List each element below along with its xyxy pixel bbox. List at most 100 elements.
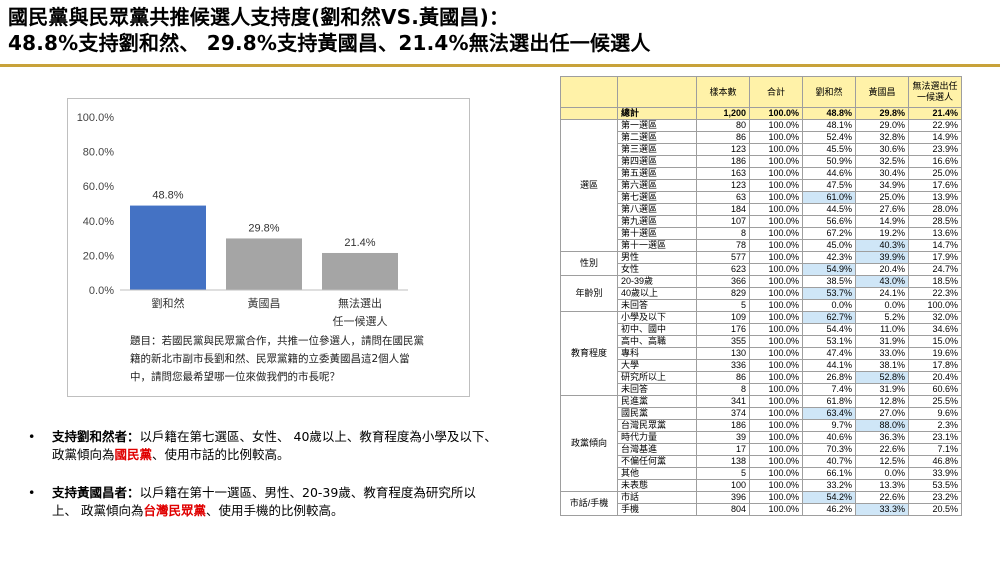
table-cell: 13.6% xyxy=(908,227,962,240)
row-label: 台灣基進 xyxy=(617,443,697,456)
table-cell: 0.0% xyxy=(855,467,909,480)
row-label: 大學 xyxy=(617,359,697,372)
row-label: 未表態 xyxy=(617,479,697,492)
table-cell: 100.0% xyxy=(749,383,803,396)
table-row: 第十一選區 78 100.0% 45.0% 40.3% 14.7% xyxy=(561,239,962,252)
y-tick-label: 100.0% xyxy=(77,112,115,124)
table-cell: 30.6% xyxy=(855,143,909,156)
table-cell: 100.0% xyxy=(749,335,803,348)
x-tick-label: 無法選出 xyxy=(338,296,382,310)
party-highlight: 國民黨 xyxy=(114,447,153,462)
table-cell: 27.0% xyxy=(855,407,909,420)
table-cell: 9.7% xyxy=(802,419,856,432)
row-label: 國民黨 xyxy=(617,407,697,420)
data-label: 48.8% xyxy=(152,190,183,202)
table-cell: 20.4% xyxy=(908,371,962,384)
table-cell: 46.8% xyxy=(908,455,962,468)
table-cell: 100.0% xyxy=(749,263,803,276)
table-cell: 100.0% xyxy=(749,491,803,504)
table-cell: 100.0% xyxy=(749,431,803,444)
table-cell: 100 xyxy=(696,479,750,492)
row-label: 20-39歲 xyxy=(617,275,697,288)
table-cell: 54.2% xyxy=(802,491,856,504)
table-cell: 374 xyxy=(696,407,750,420)
table-cell: 61.8% xyxy=(802,395,856,408)
table-cell: 52.4% xyxy=(802,131,856,144)
table-cell: 44.6% xyxy=(802,167,856,180)
table-cell: 163 xyxy=(696,167,750,180)
table-cell: 100.0% xyxy=(749,419,803,432)
x-tick-label: 任一候選人 xyxy=(333,314,388,328)
table-cell: 355 xyxy=(696,335,750,348)
table-cell: 34.6% xyxy=(908,323,962,336)
table-cell: 138 xyxy=(696,455,750,468)
table-cell: 100.0% xyxy=(749,239,803,252)
table-cell: 17.8% xyxy=(908,359,962,372)
table-row: 不偏任何黨 138 100.0% 40.7% 12.5% 46.8% xyxy=(561,455,962,468)
table-cell: 100.0% xyxy=(749,311,803,324)
title-line-2: 48.8%支持劉和然、 29.8%支持黃國昌、21.4%無法選出任一候選人 xyxy=(8,31,651,55)
chart-panel: 0.0% 20.0% 40.0% 60.0% 80.0% 100.0% 48.8% 劉和然 29… xyxy=(67,98,470,397)
table-cell: 63 xyxy=(696,191,750,204)
table-cell: 22.6% xyxy=(855,491,909,504)
table-row: 性別 男性 577 100.0% 42.3% 39.9% 17.9% xyxy=(560,251,962,276)
title-line-1: 國民黨與民眾黨共推候選人支持度(劉和然VS.黃國昌)： xyxy=(8,5,510,29)
bullet-dot: • xyxy=(28,429,36,444)
finding-lead: 支持劉和然者： xyxy=(52,429,140,444)
row-label: 40歲以上 xyxy=(617,287,697,300)
y-tick-label: 20.0% xyxy=(83,250,114,262)
table-cell: 86 xyxy=(696,131,750,144)
table-cell: 33.0% xyxy=(855,347,909,360)
table-row: 第四選區 186 100.0% 50.9% 32.5% 16.6% xyxy=(561,155,962,168)
row-label: 初中、國中 xyxy=(617,323,697,336)
table-row: 手機 804 100.0% 46.2% 33.3% 20.5% xyxy=(561,503,962,516)
table-cell: 21.4% xyxy=(908,107,962,120)
table-cell: 17.9% xyxy=(908,251,962,264)
table-cell: 100.0% xyxy=(749,359,803,372)
row-label: 第八選區 xyxy=(617,203,697,216)
table-cell: 53.7% xyxy=(802,287,856,300)
party-highlight: 台灣民眾黨 xyxy=(143,503,206,518)
table-row: 第七選區 63 100.0% 61.0% 25.0% 13.9% xyxy=(561,191,962,204)
group-label: 政黨傾向 xyxy=(560,395,618,492)
table-cell: 100.0% xyxy=(749,119,803,132)
table-cell: 23.1% xyxy=(908,431,962,444)
table-row: 專科 130 100.0% 47.4% 33.0% 19.6% xyxy=(561,347,962,360)
y-tick-label: 60.0% xyxy=(83,181,114,193)
table-cell: 40.7% xyxy=(802,455,856,468)
row-label: 女性 xyxy=(617,263,697,276)
table-cell: 100.0% xyxy=(749,395,803,408)
table-cell: 18.5% xyxy=(908,275,962,288)
group-label: 性別 xyxy=(560,251,618,276)
table-cell: 1,200 xyxy=(696,107,750,120)
table-cell: 38.1% xyxy=(855,359,909,372)
table-cell: 22.3% xyxy=(908,287,962,300)
table-cell: 15.0% xyxy=(908,335,962,348)
table-row: 市話/手機 市話 396 100.0% 54.2% 22.6% 23.2% xyxy=(560,491,962,516)
row-label: 第七選區 xyxy=(617,191,697,204)
table-cell: 100.0% xyxy=(749,467,803,480)
table-cell: 0.0% xyxy=(855,299,909,312)
table-cell: 7.1% xyxy=(908,443,962,456)
table-cell: 22.9% xyxy=(908,119,962,132)
table-row: 台灣民眾黨 186 100.0% 9.7% 88.0% 2.3% xyxy=(561,419,962,432)
table-row: 高中、高職 355 100.0% 53.1% 31.9% 15.0% xyxy=(561,335,962,348)
column-header: 劉和然 xyxy=(802,76,856,108)
table-cell: 8 xyxy=(696,383,750,396)
table-cell: 7.4% xyxy=(802,383,856,396)
table-cell: 44.5% xyxy=(802,203,856,216)
table-cell: 13.3% xyxy=(855,479,909,492)
findings-list: • 支持劉和然者：以戶籍在第七選區、女性、 40歲以上、教育程度為小學及以下、 … xyxy=(28,428,498,540)
table-cell: 14.7% xyxy=(908,239,962,252)
header-corner xyxy=(560,76,618,108)
y-tick-label: 40.0% xyxy=(83,216,114,228)
table-cell: 100.0% xyxy=(749,131,803,144)
table-row: 未回答 5 100.0% 0.0% 0.0% 100.0% xyxy=(561,299,962,312)
bullet-dot: • xyxy=(28,485,36,500)
table-cell: 47.4% xyxy=(802,347,856,360)
table-cell: 61.0% xyxy=(802,191,856,204)
question-note: 題目：若國民黨與民眾黨合作，共推一位參選人，請問在國民黨籍的新北市副市長劉和然、… xyxy=(130,335,424,383)
table-cell: 804 xyxy=(696,503,750,516)
table-cell: 66.1% xyxy=(802,467,856,480)
table-cell: 184 xyxy=(696,203,750,216)
